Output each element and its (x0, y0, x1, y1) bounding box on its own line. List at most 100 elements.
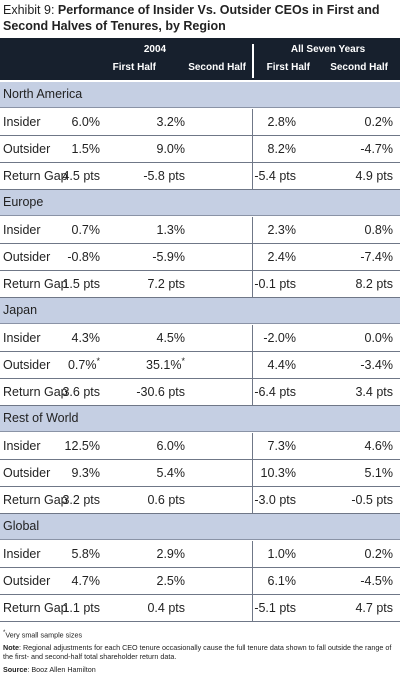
table-cell: 4.6% (313, 439, 394, 453)
column-divider (252, 433, 253, 459)
cell-value: -5.8 pts (143, 169, 185, 183)
cell-value: 10.3% (260, 466, 296, 480)
cell-value: -5.4 pts (254, 169, 296, 183)
column-divider (252, 109, 253, 135)
cell-value: -5.9% (152, 250, 185, 264)
table-cell: 5.4% (105, 466, 186, 480)
table-cell: 0.6 pts (105, 493, 185, 507)
region-name: Global (3, 519, 40, 533)
cell-value: 6.1% (267, 574, 297, 588)
column-divider (252, 595, 253, 621)
table-row: Insider 4.3% 4.5% -2.0% 0.0% (0, 325, 400, 352)
table-cell: 1.5 pts (20, 277, 100, 291)
col-header-all-second-half: Second Half (330, 62, 388, 73)
cell-value: 4.5% (156, 331, 186, 345)
cell-value: 0.0% (364, 331, 394, 345)
cell-value: 3.2% (156, 115, 186, 129)
region-name: Japan (3, 303, 38, 317)
table-cell: 3.2 pts (20, 493, 100, 507)
column-divider (252, 271, 253, 297)
row-label: Return Gap (3, 493, 68, 507)
table-cell: 1.0% (216, 547, 297, 561)
table-cell: 5.1% (313, 466, 394, 480)
column-divider (252, 325, 253, 351)
cell-value: 4.9 pts (355, 169, 393, 183)
exhibit-heading: Performance of Insider Vs. Outsider CEOs… (3, 3, 380, 33)
table-cell: -7.4% (313, 250, 393, 264)
group-header-all-years: All Seven Years (290, 44, 366, 55)
cell-value: 7.3% (267, 439, 297, 453)
table-cell: 0.4 pts (105, 601, 185, 615)
region-header: Japan (0, 298, 400, 324)
table-row: Insider 0.7% 1.3% 2.3% 0.8% (0, 217, 400, 244)
cell-value: 1.1 pts (62, 601, 100, 615)
table-row: Outsider 0.7%* 35.1%* 4.4% -3.4% (0, 352, 400, 379)
cell-value: 9.3% (71, 466, 101, 480)
column-divider (252, 541, 253, 567)
table-cell: -30.6 pts (105, 385, 185, 399)
table-cell: 4.9 pts (313, 169, 393, 183)
row-label: Return Gap (3, 277, 68, 291)
table-cell: 12.5% (20, 439, 100, 453)
cell-value: 4.6% (364, 439, 394, 453)
table-cell: -3.0 pts (216, 493, 296, 507)
cell-value: 9.0% (156, 142, 186, 156)
cell-value: 4.7% (71, 574, 101, 588)
table-cell: 6.0% (20, 115, 101, 129)
table-cell: -0.1 pts (216, 277, 296, 291)
cell-value: 5.4% (156, 466, 186, 480)
cell-value: -30.6 pts (136, 385, 185, 399)
footnote-source: Source: Booz Allen Hamilton (3, 665, 96, 675)
table-cell: 10.3% (216, 466, 296, 480)
cell-value: -3.4% (360, 358, 393, 372)
cell-value: 4.7 pts (355, 601, 393, 615)
cell-value: -7.4% (360, 250, 393, 264)
cell-value: 4.4% (267, 358, 297, 372)
table-cell: 2.3% (216, 223, 297, 237)
cell-value: 1.3% (156, 223, 186, 237)
column-divider (252, 487, 253, 513)
table-row: Return Gap 1.1 pts 0.4 pts -5.1 pts 4.7 pts (0, 595, 400, 622)
cell-value: 0.4 pts (147, 601, 185, 615)
footnotes: *Very small sample sizes Note: Regional … (3, 629, 397, 674)
table-cell: 4.5 pts (20, 169, 100, 183)
table-cell: 4.7% (20, 574, 101, 588)
table-row: Outsider 4.7% 2.5% 6.1% -4.5% (0, 568, 400, 595)
cell-value: 5.8% (71, 547, 101, 561)
column-divider (252, 163, 253, 189)
cell-value: 2.9% (156, 547, 186, 561)
table-cell: 1.1 pts (20, 601, 100, 615)
table-cell: 7.3% (216, 439, 297, 453)
column-divider (252, 352, 253, 378)
table-cell: 9.0% (105, 142, 186, 156)
table-cell: 3.2% (105, 115, 186, 129)
row-label: Outsider (3, 358, 51, 372)
exhibit-prefix: Exhibit 9: (3, 3, 58, 17)
table-cell: 2.4% (216, 250, 297, 264)
group-header-2004: 2004 (143, 44, 167, 55)
cell-value: 0.7% (67, 358, 97, 372)
table-cell: 0.0% (313, 331, 394, 345)
table-cell: 6.0% (105, 439, 186, 453)
table-row: Outsider -0.8% -5.9% 2.4% -7.4% (0, 244, 400, 271)
table-cell: 3.4 pts (313, 385, 393, 399)
cell-value: -4.7% (360, 142, 393, 156)
table-cell: -5.1 pts (216, 601, 296, 615)
cell-value: 4.3% (71, 331, 101, 345)
table-row: Outsider 9.3% 5.4% 10.3% 5.1% (0, 460, 400, 487)
column-divider (252, 460, 253, 486)
row-label: Outsider (3, 142, 51, 156)
cell-value: 6.0% (156, 439, 186, 453)
footnote-small-sample: *Very small sample sizes (3, 630, 83, 640)
table-row: Insider 12.5% 6.0% 7.3% 4.6% (0, 433, 400, 460)
region-header: Europe (0, 190, 400, 216)
cell-value: -0.5 pts (351, 493, 393, 507)
cell-value: -6.4 pts (254, 385, 296, 399)
cell-value: 0.8% (364, 223, 394, 237)
region-name: Rest of World (3, 411, 79, 425)
table-cell: 8.2 pts (313, 277, 393, 291)
region-header: North America (0, 82, 400, 108)
row-label: Outsider (3, 466, 51, 480)
cell-value: 2.8% (267, 115, 297, 129)
col-header-2004-second-half: Second Half (188, 62, 246, 73)
